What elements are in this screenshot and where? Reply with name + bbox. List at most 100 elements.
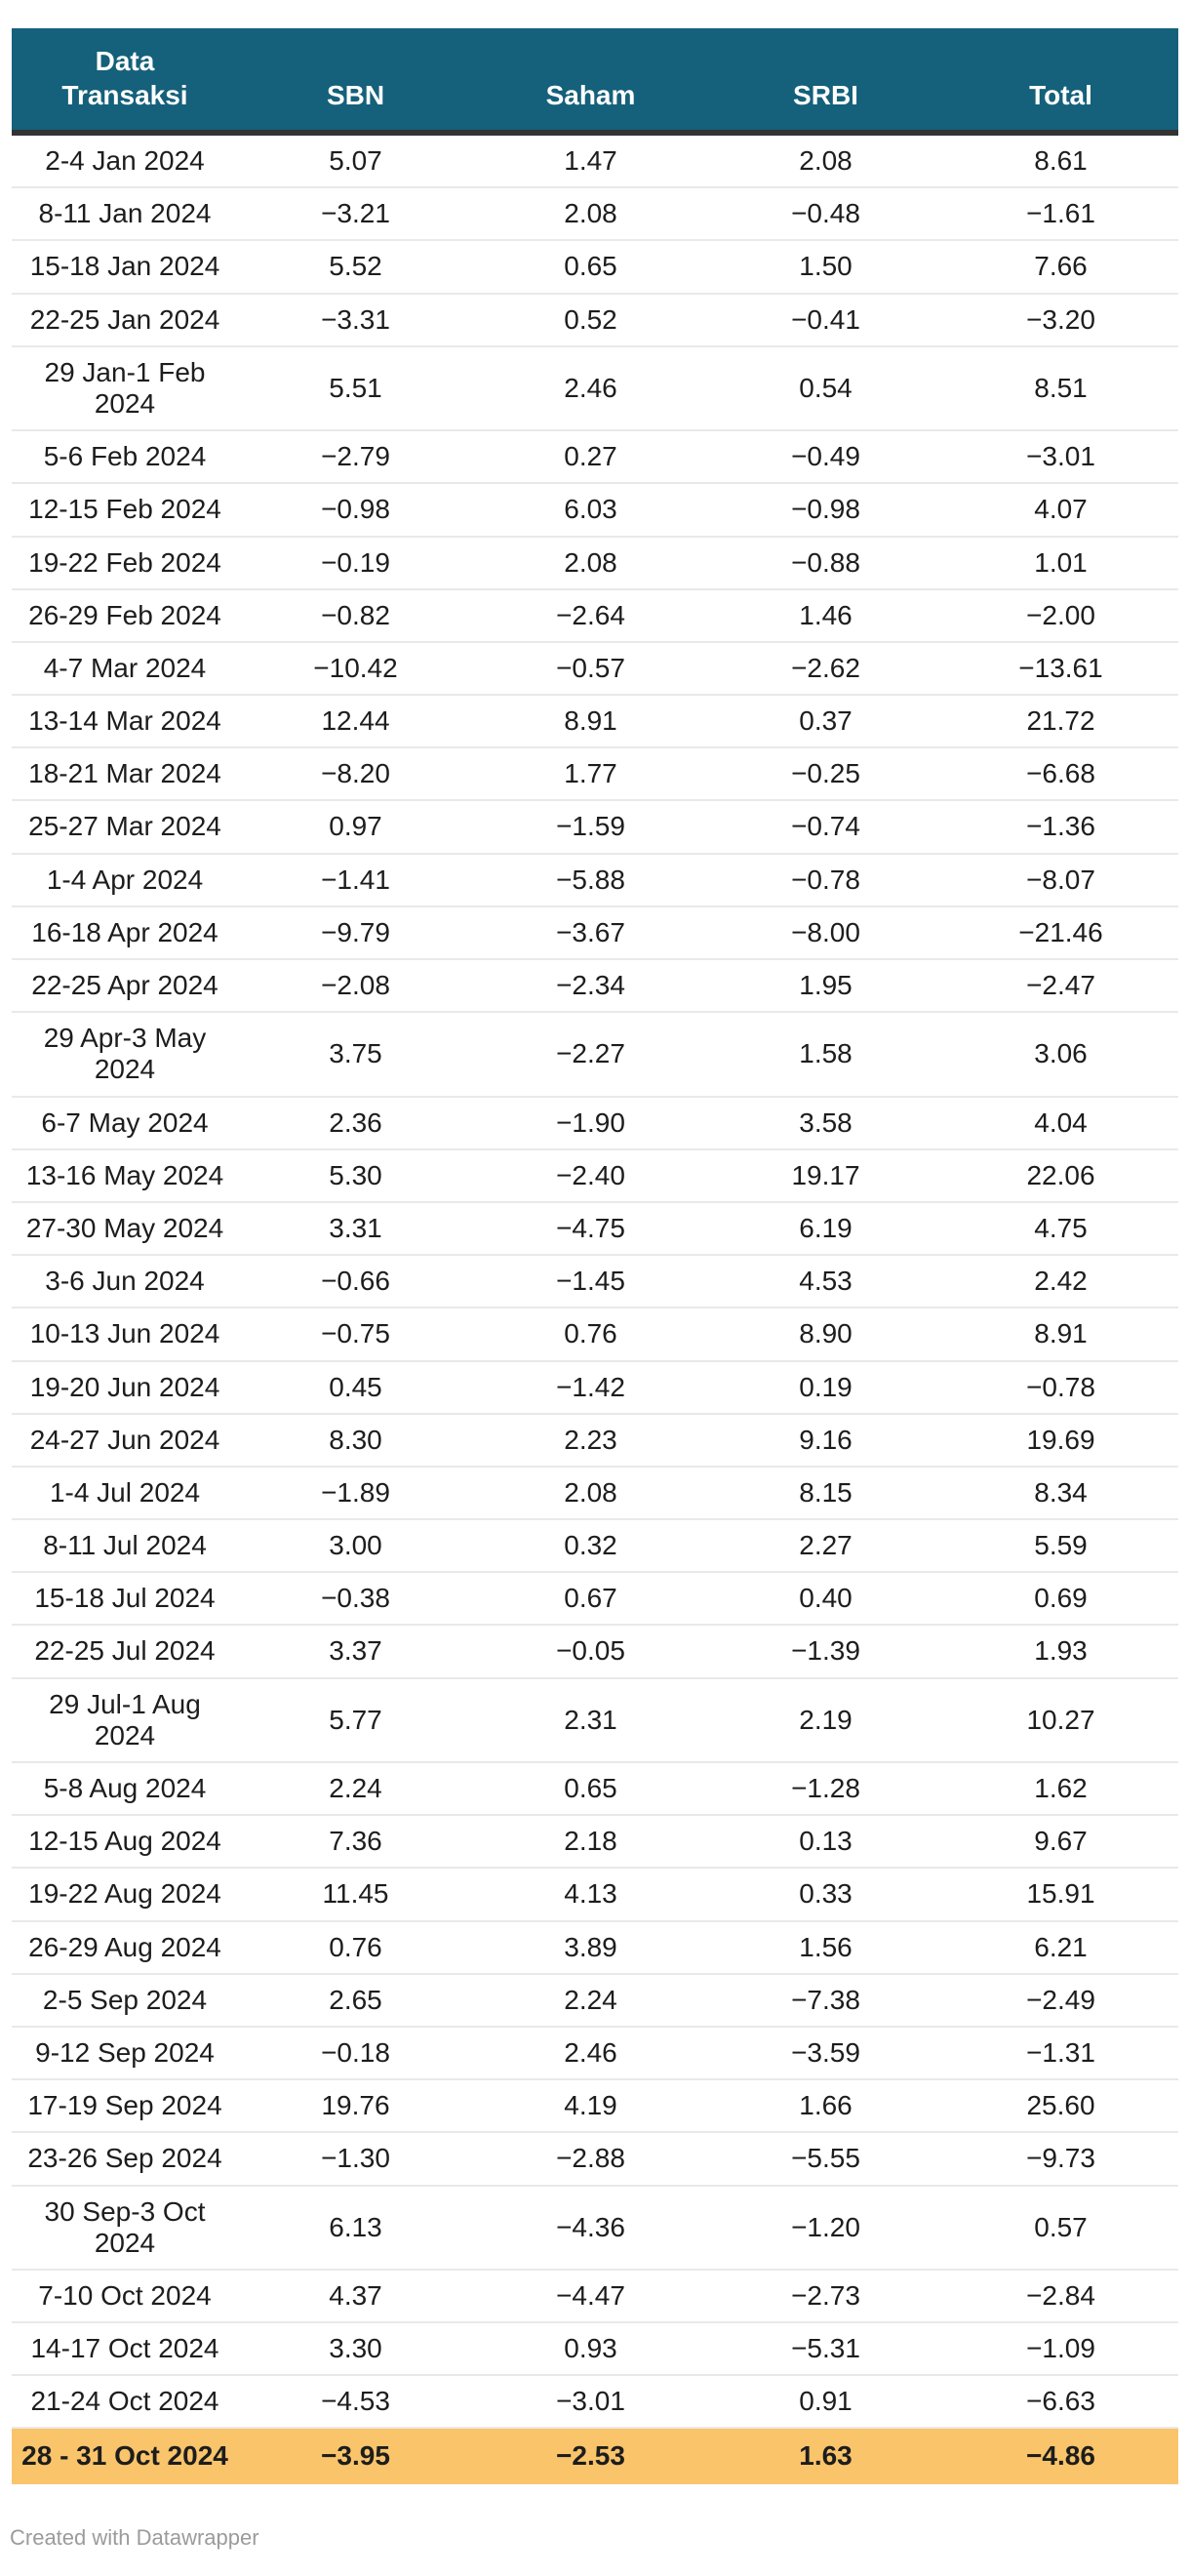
cell-total: 9.67 (943, 1815, 1178, 1870)
cell-sbn: −0.75 (238, 1308, 473, 1362)
table-row: 13-14 Mar 2024 12.44 8.91 0.37 21.72 (12, 695, 1178, 749)
cell-date: 29 Jul-1 Aug 2024 (12, 1677, 238, 1764)
cell-total: 4.75 (943, 1201, 1178, 1257)
cell-saham: 2.08 (473, 187, 708, 242)
cell-total: 4.07 (943, 483, 1178, 538)
cell-total: 22.06 (943, 1148, 1178, 1203)
datawrapper-credit-link[interactable]: Created with Datawrapper (10, 2524, 259, 2550)
cell-date: 28 - 31 Oct 2024 (12, 2428, 238, 2484)
table-row: 3-6 Jun 2024 −0.66 −1.45 4.53 2.42 (12, 1255, 1178, 1309)
cell-sbn: 8.30 (238, 1413, 473, 1468)
cell-saham: −3.01 (473, 2375, 708, 2430)
cell-total: −3.20 (943, 293, 1178, 347)
cell-saham: 8.91 (473, 695, 708, 749)
cell-sbn: 3.31 (238, 1201, 473, 1257)
cell-total: 25.60 (943, 2079, 1178, 2134)
cell-total: 3.06 (943, 1012, 1178, 1098)
cell-date: 29 Apr-3 May 2024 (12, 1012, 238, 1098)
cell-date: 10-13 Jun 2024 (12, 1308, 238, 1362)
cell-saham: 1.77 (473, 747, 708, 802)
cell-saham: 2.18 (473, 1815, 708, 1870)
cell-saham: 0.65 (473, 1762, 708, 1817)
cell-saham: −1.45 (473, 1255, 708, 1309)
table-row: 23-26 Sep 2024 −1.30 −2.88 −5.55 −9.73 (12, 2132, 1178, 2187)
table-row: 22-25 Apr 2024 −2.08 −2.34 1.95 −2.47 (12, 959, 1178, 1014)
cell-sbn: 6.13 (238, 2185, 473, 2271)
cell-srbi: 3.58 (708, 1096, 943, 1150)
cell-srbi: 0.54 (708, 345, 943, 432)
cell-date: 14-17 Oct 2024 (12, 2322, 238, 2377)
table-row: 24-27 Jun 2024 8.30 2.23 9.16 19.69 (12, 1413, 1178, 1468)
table-row: 27-30 May 2024 3.31 −4.75 6.19 4.75 (12, 1201, 1178, 1257)
cell-saham: 4.13 (473, 1868, 708, 1922)
cell-date: 1-4 Apr 2024 (12, 853, 238, 907)
cell-date: 7-10 Oct 2024 (12, 2269, 238, 2324)
cell-saham: 0.27 (473, 430, 708, 485)
cell-sbn: 5.07 (238, 133, 473, 189)
cell-srbi: −2.62 (708, 641, 943, 697)
cell-total: 10.27 (943, 1677, 1178, 1764)
table-row-highlight: 28 - 31 Oct 2024 −3.95 −2.53 1.63 −4.86 (12, 2428, 1178, 2484)
cell-srbi: −0.48 (708, 187, 943, 242)
cell-date: 22-25 Jan 2024 (12, 293, 238, 347)
cell-total: −6.68 (943, 747, 1178, 802)
cell-sbn: 3.75 (238, 1012, 473, 1098)
table-row: 14-17 Oct 2024 3.30 0.93 −5.31 −1.09 (12, 2322, 1178, 2377)
cell-saham: −2.40 (473, 1148, 708, 1203)
cell-srbi: 9.16 (708, 1413, 943, 1468)
cell-sbn: −10.42 (238, 641, 473, 697)
cell-date: 12-15 Aug 2024 (12, 1815, 238, 1870)
cell-sbn: −1.41 (238, 853, 473, 907)
cell-sbn: −0.98 (238, 483, 473, 538)
cell-srbi: −0.25 (708, 747, 943, 802)
table-row: 22-25 Jul 2024 3.37 −0.05 −1.39 1.93 (12, 1625, 1178, 1679)
cell-srbi: 1.56 (708, 1920, 943, 1975)
cell-srbi: −7.38 (708, 1973, 943, 2028)
cell-saham: −0.57 (473, 641, 708, 697)
cell-total: −1.36 (943, 800, 1178, 855)
cell-date: 13-14 Mar 2024 (12, 695, 238, 749)
cell-saham: 0.76 (473, 1308, 708, 1362)
cell-saham: −1.59 (473, 800, 708, 855)
cell-total: 8.61 (943, 133, 1178, 189)
cell-total: 8.91 (943, 1308, 1178, 1362)
cell-total: 19.69 (943, 1413, 1178, 1468)
cell-total: −4.86 (943, 2428, 1178, 2484)
cell-sbn: 5.30 (238, 1148, 473, 1203)
cell-sbn: 2.65 (238, 1973, 473, 2028)
cell-total: −1.09 (943, 2322, 1178, 2377)
cell-srbi: 0.19 (708, 1360, 943, 1415)
column-header-saham: Saham (473, 28, 708, 136)
table-row: 30 Sep-3 Oct 2024 6.13 −4.36 −1.20 0.57 (12, 2185, 1178, 2271)
cell-srbi: −2.73 (708, 2269, 943, 2324)
cell-sbn: 3.00 (238, 1519, 473, 1574)
cell-date: 26-29 Feb 2024 (12, 588, 238, 643)
table-row: 15-18 Jan 2024 5.52 0.65 1.50 7.66 (12, 240, 1178, 295)
cell-date: 6-7 May 2024 (12, 1096, 238, 1150)
cell-date: 12-15 Feb 2024 (12, 483, 238, 538)
cell-total: 2.42 (943, 1255, 1178, 1309)
table-row: 17-19 Sep 2024 19.76 4.19 1.66 25.60 (12, 2079, 1178, 2134)
cell-sbn: 7.36 (238, 1815, 473, 1870)
cell-saham: −2.53 (473, 2428, 708, 2484)
cell-sbn: −2.08 (238, 959, 473, 1014)
cell-saham: 1.47 (473, 133, 708, 189)
cell-srbi: −0.78 (708, 853, 943, 907)
cell-saham: −2.64 (473, 588, 708, 643)
table-row: 19-22 Aug 2024 11.45 4.13 0.33 15.91 (12, 1868, 1178, 1922)
cell-total: −2.84 (943, 2269, 1178, 2324)
cell-srbi: 6.19 (708, 1201, 943, 1257)
cell-total: −2.49 (943, 1973, 1178, 2028)
cell-srbi: −0.49 (708, 430, 943, 485)
table-row: 5-8 Aug 2024 2.24 0.65 −1.28 1.62 (12, 1762, 1178, 1817)
cell-sbn: 5.51 (238, 345, 473, 432)
cell-date: 9-12 Sep 2024 (12, 2026, 238, 2081)
cell-saham: 4.19 (473, 2079, 708, 2134)
cell-sbn: 11.45 (238, 1868, 473, 1922)
cell-srbi: −0.74 (708, 800, 943, 855)
cell-date: 18-21 Mar 2024 (12, 747, 238, 802)
cell-sbn: −0.38 (238, 1572, 473, 1627)
cell-date: 21-24 Oct 2024 (12, 2375, 238, 2430)
cell-total: −1.61 (943, 187, 1178, 242)
cell-total: −9.73 (943, 2132, 1178, 2187)
